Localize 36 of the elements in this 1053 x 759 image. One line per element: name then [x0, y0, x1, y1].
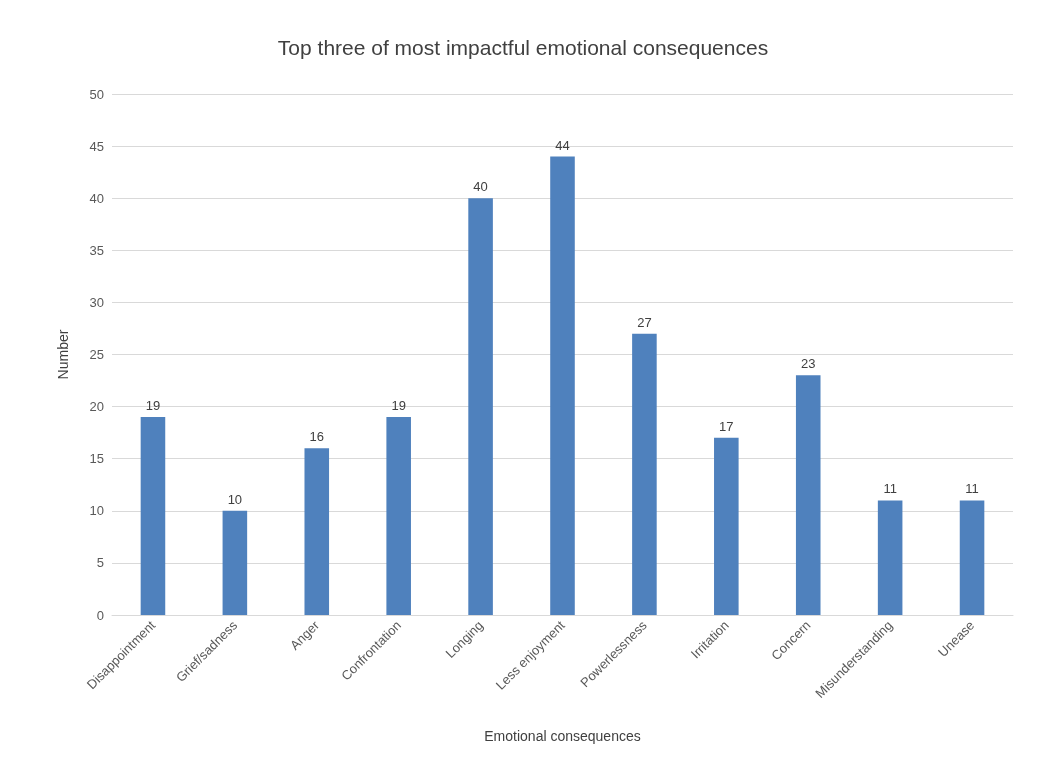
data-label: 23	[800, 356, 816, 372]
data-label: 40	[473, 179, 488, 195]
y-tick-label: 35	[89, 242, 104, 258]
chart-title: Top three of most impactful emotional consequences	[277, 36, 769, 59]
data-label: 11	[965, 481, 979, 497]
y-tick-label: 30	[89, 294, 104, 310]
y-tick-label: 20	[89, 399, 104, 415]
bar	[959, 500, 985, 615]
data-label: 27	[637, 314, 652, 330]
bar	[550, 156, 575, 615]
bar	[386, 417, 411, 615]
bar	[222, 510, 248, 615]
data-label: 19	[391, 398, 406, 414]
bar	[877, 500, 903, 615]
bar	[140, 417, 166, 615]
y-tick-label: 40	[89, 190, 104, 206]
data-label: 16	[309, 429, 325, 445]
y-tick-label: 10	[89, 503, 104, 519]
y-tick-label: 5	[96, 555, 104, 571]
x-axis-title: Emotional consequences	[484, 728, 641, 744]
data-label: 44	[555, 137, 570, 153]
data-label: 11	[883, 481, 897, 497]
y-tick-label: 15	[89, 451, 104, 467]
data-label: 10	[227, 491, 243, 507]
data-label: 19	[145, 398, 161, 414]
y-tick-label: 45	[89, 138, 104, 154]
y-tick-label: 25	[89, 347, 104, 362]
bar	[632, 333, 657, 615]
y-tick-label: 50	[89, 86, 104, 102]
bar	[304, 448, 330, 615]
bar	[714, 437, 739, 615]
bar	[468, 198, 493, 615]
y-axis-title: Number	[55, 329, 71, 380]
bar	[795, 375, 821, 615]
data-label: 17	[719, 418, 734, 434]
y-tick-label: 0	[96, 607, 104, 623]
